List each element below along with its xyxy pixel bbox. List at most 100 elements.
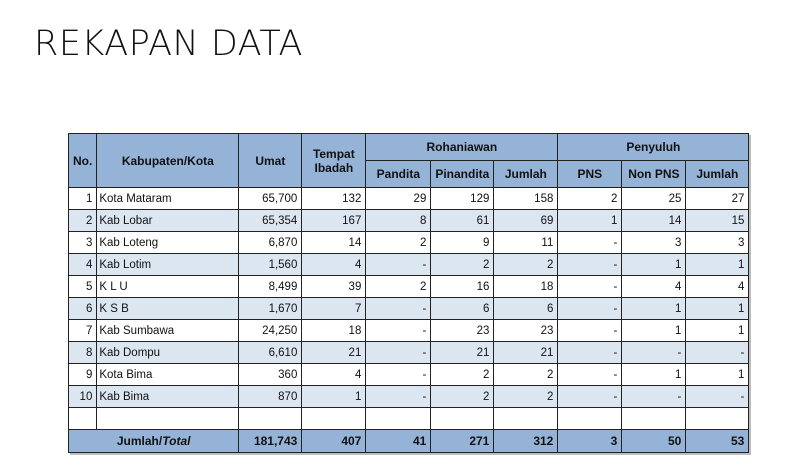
table-row: 9 Kota Bima 360 4 - 2 2 - 1 1 [67, 363, 750, 386]
cell-name: Kota Mataram [96, 187, 240, 210]
cell-tempat: 4 [301, 363, 367, 386]
table-row: 6 K S B 1,670 7 - 6 6 - 1 1 [67, 297, 750, 320]
cell-tempat: 21 [301, 341, 367, 364]
cell-pen-jumlah: 3 [685, 231, 750, 254]
cell-pen-jumlah: 1 [685, 363, 750, 386]
empty-cell [67, 407, 98, 430]
total-umat: 181,743 [238, 429, 303, 453]
cell-non-pns: 1 [621, 297, 687, 320]
empty-row [67, 407, 750, 430]
cell-no: 9 [67, 363, 98, 386]
total-label: Jumlah/Total [67, 429, 240, 453]
header-pandita: Pandita [365, 160, 432, 188]
cell-pinandita: 2 [430, 385, 495, 408]
cell-pandita: 2 [365, 231, 432, 254]
cell-pinandita: 9 [430, 231, 495, 254]
total-row: Jumlah/Total 181,743 407 41 271 312 3 50… [67, 429, 750, 453]
cell-tempat: 39 [301, 275, 367, 298]
cell-pinandita: 21 [430, 341, 495, 364]
cell-pen-jumlah: - [685, 385, 750, 408]
cell-tempat: 167 [301, 209, 367, 232]
cell-no: 4 [67, 253, 98, 276]
cell-pns: 1 [557, 209, 623, 232]
cell-tempat: 132 [301, 187, 367, 210]
page-title: REKAPAN DATA [34, 24, 303, 64]
cell-name: Kab Sumbawa [96, 319, 240, 342]
cell-pns: - [557, 385, 623, 408]
header-umat: Umat [238, 133, 303, 188]
cell-umat: 1,670 [238, 297, 303, 320]
total-tempat: 407 [301, 429, 367, 453]
cell-umat: 6,610 [238, 341, 303, 364]
header-penyuluh-jumlah: Jumlah [685, 160, 750, 188]
cell-pinandita: 6 [430, 297, 495, 320]
cell-pinandita: 2 [430, 253, 495, 276]
total-label-italic: Total [162, 434, 191, 448]
cell-roh-jumlah: 158 [493, 187, 559, 210]
cell-roh-jumlah: 23 [493, 319, 559, 342]
cell-pns: - [557, 253, 623, 276]
cell-umat: 8,499 [238, 275, 303, 298]
table-row: 8 Kab Dompu 6,610 21 - 21 21 - - - [67, 341, 750, 364]
header-no: No. [67, 133, 98, 188]
total-pinandita: 271 [430, 429, 495, 453]
cell-tempat: 4 [301, 253, 367, 276]
header-tempat-line1: Tempat [312, 146, 355, 161]
cell-non-pns: 4 [621, 275, 687, 298]
table-row: 5 K L U 8,499 39 2 16 18 - 4 4 [67, 275, 750, 298]
cell-pns: - [557, 341, 623, 364]
table-row: 2 Kab Lobar 65,354 167 8 61 69 1 14 15 [67, 209, 750, 232]
cell-roh-jumlah: 2 [493, 363, 559, 386]
cell-no: 7 [67, 319, 98, 342]
cell-non-pns: 3 [621, 231, 687, 254]
header-kabupaten: Kabupaten/Kota [96, 133, 240, 188]
cell-umat: 1,560 [238, 253, 303, 276]
cell-roh-jumlah: 2 [493, 253, 559, 276]
cell-pen-jumlah: 27 [685, 187, 750, 210]
header-tempat-line2: Ibadah [314, 160, 354, 175]
cell-pns: 2 [557, 187, 623, 210]
empty-cell [238, 407, 303, 430]
cell-pinandita: 2 [430, 363, 495, 386]
cell-pandita: 29 [365, 187, 432, 210]
table-row: 7 Kab Sumbawa 24,250 18 - 23 23 - 1 1 [67, 319, 750, 342]
header-tempat-ibadah: Tempat Ibadah [301, 133, 367, 188]
table-row: 4 Kab Lotim 1,560 4 - 2 2 - 1 1 [67, 253, 750, 276]
cell-no: 3 [67, 231, 98, 254]
cell-umat: 65,354 [238, 209, 303, 232]
cell-pen-jumlah: 1 [685, 253, 750, 276]
cell-umat: 65,700 [238, 187, 303, 210]
cell-name: K L U [96, 275, 240, 298]
cell-umat: 870 [238, 385, 303, 408]
cell-non-pns: 14 [621, 209, 687, 232]
table-row: 1 Kota Mataram 65,700 132 29 129 158 2 2… [67, 187, 750, 210]
cell-no: 10 [67, 385, 98, 408]
cell-tempat: 14 [301, 231, 367, 254]
cell-pen-jumlah: - [685, 341, 750, 364]
header-pns: PNS [557, 160, 623, 188]
cell-name: Kab Lobar [96, 209, 240, 232]
cell-pen-jumlah: 1 [685, 297, 750, 320]
cell-pns: - [557, 363, 623, 386]
cell-name: K S B [96, 297, 240, 320]
header-pinandita: Pinandita [430, 160, 495, 188]
cell-pandita: 8 [365, 209, 432, 232]
total-non-pns: 50 [621, 429, 687, 453]
cell-pandita: - [365, 341, 432, 364]
header-penyuluh: Penyuluh [557, 133, 750, 161]
header-non-pns: Non PNS [621, 160, 687, 188]
cell-name: Kab Loteng [96, 231, 240, 254]
cell-pandita: - [365, 253, 432, 276]
cell-no: 5 [67, 275, 98, 298]
header-rohaniawan: Rohaniawan [365, 133, 559, 161]
cell-roh-jumlah: 21 [493, 341, 559, 364]
cell-pinandita: 16 [430, 275, 495, 298]
cell-pandita: - [365, 363, 432, 386]
cell-no: 2 [67, 209, 98, 232]
total-roh-jumlah: 312 [493, 429, 559, 453]
header-rohaniawan-jumlah: Jumlah [493, 160, 559, 188]
cell-pns: - [557, 297, 623, 320]
cell-name: Kab Bima [96, 385, 240, 408]
cell-pen-jumlah: 15 [685, 209, 750, 232]
cell-roh-jumlah: 11 [493, 231, 559, 254]
